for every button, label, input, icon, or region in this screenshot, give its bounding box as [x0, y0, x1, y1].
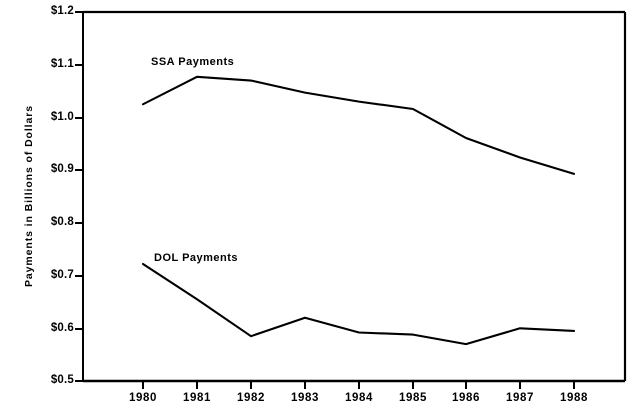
x-axis-label-1986: 1986 — [452, 392, 480, 404]
y-axis-label-11: $1.1 — [50, 58, 74, 70]
series-line-dol-payments — [141, 262, 576, 346]
y-axis-label-12: $1.2 — [50, 5, 74, 17]
y-axis-label-06: $0.6 — [50, 322, 74, 334]
x-axis-label-1984: 1984 — [345, 392, 373, 404]
x-axis-tick-labels: 1980 1981 1982 1983 1984 1985 1986 1987 1988 — [0, 392, 639, 412]
series-line-ssa-payments — [141, 75, 576, 175]
x-axis-label-1980: 1980 — [129, 392, 157, 404]
y-axis-label-08: $0.8 — [50, 216, 74, 228]
x-axis-label-1982: 1982 — [237, 392, 265, 404]
x-axis-label-1985: 1985 — [399, 392, 427, 404]
y-axis-tick-labels: $1.2 $1.1 $1.0 $0.9 $0.8 $0.7 $0.6 $0.5 — [28, 0, 74, 417]
y-axis-label-10: $1.0 — [50, 111, 74, 123]
y-axis-label-07: $0.7 — [50, 269, 74, 281]
series-label-dol-payments: DOL Payments — [154, 252, 239, 264]
y-axis-label-09: $0.9 — [50, 163, 74, 175]
axis-frame — [82, 10, 627, 383]
x-axis-label-1987: 1987 — [506, 392, 534, 404]
x-axis-label-1981: 1981 — [183, 392, 211, 404]
x-axis-label-1983: 1983 — [291, 392, 319, 404]
y-axis-label-05: $0.5 — [50, 374, 74, 386]
data-series-lines — [141, 75, 576, 346]
x-axis-ticks — [142, 381, 575, 389]
series-label-ssa-payments: SSA Payments — [151, 56, 235, 68]
y-axis-ticks — [75, 11, 83, 382]
x-axis-label-1988: 1988 — [560, 392, 588, 404]
